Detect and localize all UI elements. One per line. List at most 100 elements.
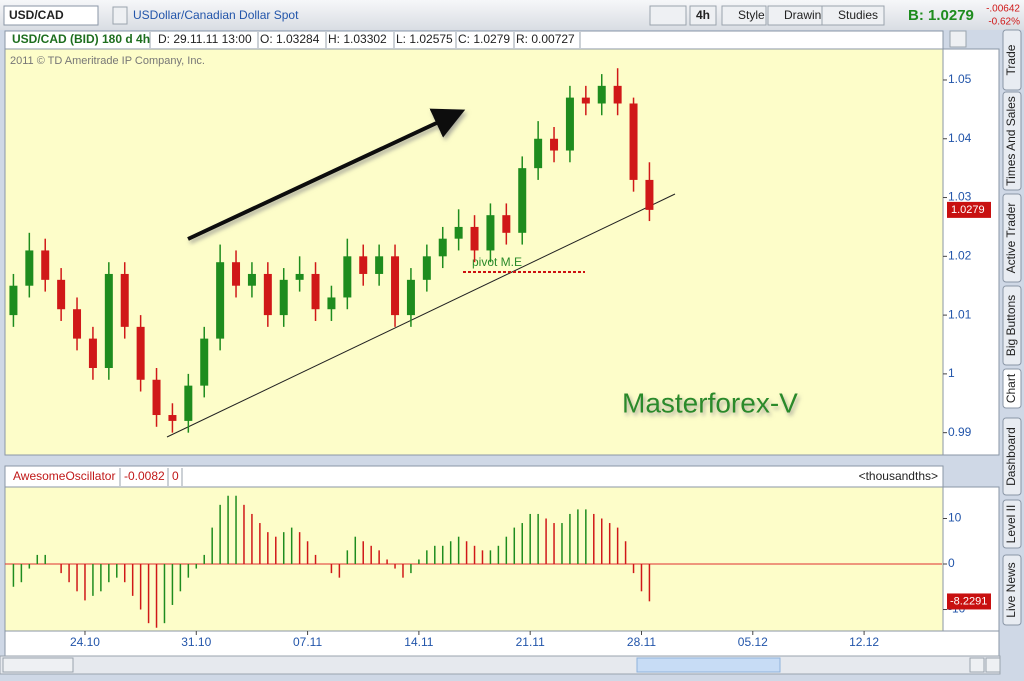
side-tab[interactable] [1002,368,1022,409]
last-value-badge [947,593,991,610]
candle-body [645,179,654,210]
y-tick-label: 0 [948,556,955,570]
interval-button[interactable] [689,5,717,26]
y-tick-label: 1.02 [948,248,972,262]
side-tab-label: Big Buttons [1004,295,1018,356]
candle-body [216,262,225,339]
y-tick-label: 1 [948,366,955,380]
info-field: C: 1.0279 [458,32,510,46]
hash-button[interactable] [112,6,128,25]
side-tab[interactable] [1002,91,1022,191]
y-tick-label: 1.05 [948,72,972,86]
chart-settings-button[interactable] [949,30,967,48]
candle-body [454,226,463,239]
toolbar-button-label: Studies [838,8,878,22]
x-tick-label: 31.10 [181,635,211,649]
oscillator-value: -0.0082 [124,469,165,483]
side-tab-label: Trade [1004,44,1018,75]
toolbar-button[interactable] [721,5,767,26]
candle-body [613,85,622,104]
watermark: Masterforex-V [622,387,798,418]
side-tab[interactable] [1002,285,1022,366]
scroll-right[interactable] [969,657,985,673]
side-tab[interactable] [1002,417,1022,496]
side-tab-label: Live News [1004,562,1018,617]
candle-body [120,273,129,327]
candle-body [550,138,559,151]
side-tab[interactable] [1002,29,1022,91]
zoom-tools[interactable] [2,657,74,673]
x-tick-label: 21.11 [516,635,545,649]
candle-body [104,273,113,369]
candle-body [629,103,638,180]
candle-body [152,379,161,416]
bid: B: 1.0279 [908,7,974,24]
symbol: USD/CAD [9,8,64,22]
candle-body [359,256,368,274]
toolbar-button[interactable] [821,5,885,26]
scrollbar[interactable] [0,655,1001,675]
candle-body [406,279,415,316]
last-price: 1.0279 [951,204,985,216]
candle-body [295,273,304,280]
trend-line [166,193,676,438]
candle-body [200,338,209,386]
candle-body [518,168,527,233]
oscillator-title: AwesomeOscillator [13,469,115,483]
candle-body [470,226,479,251]
candle-body [73,309,82,339]
candle-body [57,279,66,310]
side-tab-label: Level II [1004,505,1018,544]
candle-body [486,215,495,251]
side-tab-label: Active Trader [1004,203,1018,274]
side-tab-label: Times And Sales [1004,96,1018,186]
date-axis [4,630,1000,657]
price-axis [942,48,1000,456]
candle-body [565,97,574,151]
candle-body [311,273,320,310]
candle-body [279,279,288,316]
x-tick-label: 24.10 [70,635,100,649]
candle-body [88,338,97,369]
x-tick-label: 28.11 [627,635,656,649]
candle-body [263,273,272,316]
candle-body [438,238,447,257]
last-value: -8.2291 [950,595,987,607]
trend-arrow [187,108,466,241]
candle-body [391,256,400,316]
x-tick-label: 05.12 [738,635,768,649]
info-field: D: 29.11.11 13:00 [158,32,252,46]
candle-body [597,85,606,104]
pivot-label: pivot M.E [472,255,522,269]
candle-body [184,385,193,421]
side-tab[interactable] [1002,554,1022,626]
info-field: H: 1.03302 [328,32,387,46]
side-tab[interactable] [1002,193,1022,283]
y-tick-label: 1.01 [948,307,972,321]
interval: 4h [696,8,710,22]
scroll-thumb[interactable] [636,657,781,673]
x-tick-label: 12.12 [849,635,879,649]
side-tab-label: Chart [1004,373,1018,403]
y-tick-label: 0.99 [948,425,972,439]
description: USDollar/Canadian Dollar Spot [133,8,299,22]
candle-body [502,215,511,233]
info-field: O: 1.03284 [260,32,320,46]
candle-body [327,297,336,310]
candle-body [25,250,34,286]
candle-body [422,256,431,280]
tools-button[interactable] [649,5,687,26]
symbol-box[interactable] [3,5,99,26]
candle-body [136,326,145,380]
y-tick-label: 1.03 [948,190,972,204]
side-tab[interactable] [1002,499,1022,549]
y-tick-label: 1.04 [948,131,972,145]
info-field: L: 1.02575 [396,32,453,46]
candle-body [232,262,241,286]
oscillator-units: <thousandths> [859,469,938,483]
last-price-badge [947,201,991,218]
candle-body [534,138,543,169]
expand[interactable] [985,657,1001,673]
oscillator-value: 0 [172,469,179,483]
